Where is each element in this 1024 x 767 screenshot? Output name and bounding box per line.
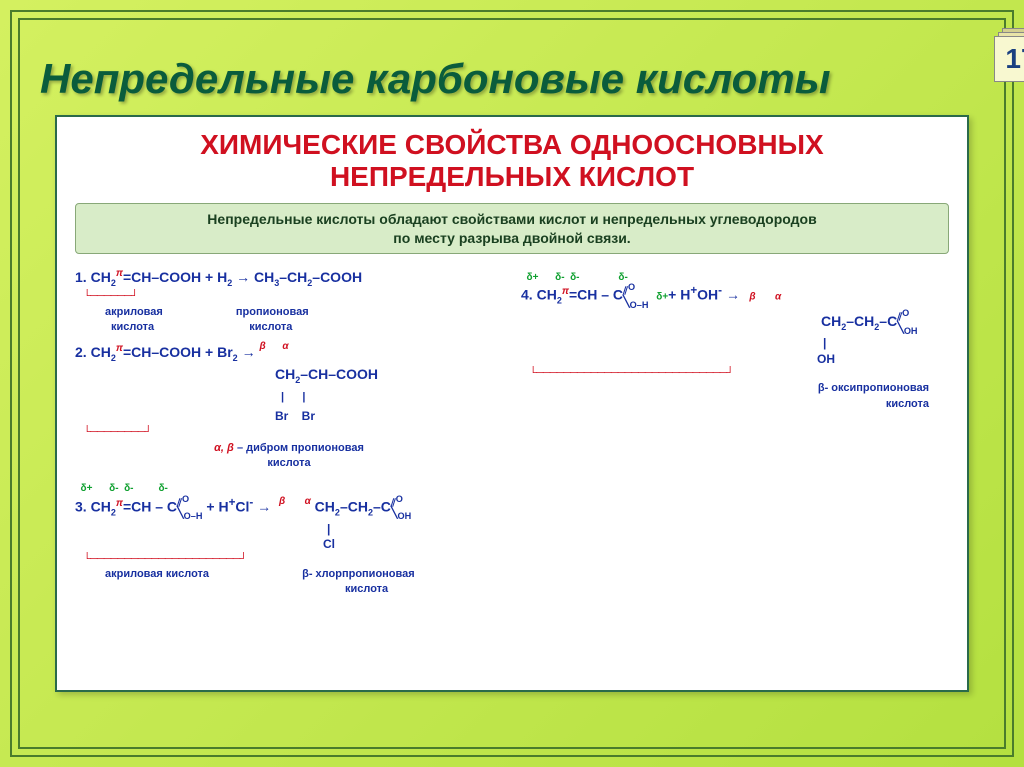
- r1-name1: акриловая: [105, 305, 163, 320]
- r3-num: 3.: [75, 499, 87, 515]
- r3-bracket: └──────────────────────┘: [75, 552, 949, 567]
- r2-name-b: кислота: [267, 457, 310, 469]
- r1-bracket: └──────┘: [75, 289, 503, 304]
- r4-num: 4.: [521, 287, 533, 303]
- content-panel: ХИМИЧЕСКИЕ СВОЙСТВА ОДНООСНОВНЫХ НЕПРЕДЕ…: [55, 115, 969, 692]
- r1-num: 1.: [75, 269, 87, 285]
- reaction-1-formula: 1. CH2π=CH–COOH + H2 → CH3–CH2–COOH: [75, 268, 503, 289]
- r4-name: β- оксипропионовая: [818, 382, 929, 394]
- note-line1: Непредельные кислоты обладают свойствами…: [86, 210, 938, 228]
- reaction-3: δ+ δ- δ- δ- 3. CH2π=CH – C⫽O╲O–H + H+Cl-…: [75, 479, 949, 597]
- r3-labels: акриловая кислота β- хлорпропионовая кис…: [75, 567, 949, 598]
- r3-right-name-b: кислота: [345, 583, 388, 595]
- r2-bracket: └────────┘: [75, 425, 503, 440]
- r4-bracket: └────────────────────────────┘: [521, 366, 949, 381]
- r3-right-name: β- хлорпропионовая: [302, 568, 415, 580]
- r3-left-name: акриловая кислота: [105, 568, 209, 580]
- r1-name2: пропионовая: [236, 305, 309, 320]
- page-number: 17: [1005, 43, 1024, 75]
- r4-name-b: кислота: [886, 398, 929, 410]
- reaction-3-formula: δ+ δ- δ- δ- 3. CH2π=CH – C⫽O╲O–H + H+Cl-…: [75, 479, 949, 551]
- reaction-2-formula: 2. CH2π=CH–COOH + Br2 → β α CH2–CH–COOH …: [75, 343, 503, 425]
- r1-name1b: кислота: [111, 320, 154, 335]
- slide-title: Непредельные карбоновые кислоты: [40, 55, 831, 103]
- r1-labels: акриловая пропионовая кислота кислота: [75, 305, 503, 336]
- r1-name2b: кислота: [249, 320, 292, 335]
- note-line2: по месту разрыва двойной связи.: [86, 229, 938, 247]
- reaction-4: δ+ δ- δ- δ- 4. CH2π=CH – C⫽O╲O–H δ++ H+O…: [521, 268, 949, 472]
- reactions-grid: 1. CH2π=CH–COOH + H2 → CH3–CH2–COOH └───…: [75, 268, 949, 606]
- reaction-2: 2. CH2π=CH–COOH + Br2 → β α CH2–CH–COOH …: [75, 343, 503, 471]
- r4-labels: β- оксипропионовая кислота: [521, 381, 929, 412]
- reaction-1: 1. CH2π=CH–COOH + H2 → CH3–CH2–COOH └───…: [75, 268, 503, 336]
- panel-title-line2: НЕПРЕДЕЛЬНЫХ КИСЛОТ: [75, 161, 949, 193]
- badge-layer-front: 17: [994, 36, 1024, 82]
- r2-labels: α, β α, β – дибром пропионовая– дибром п…: [75, 441, 503, 472]
- panel-title-line1: ХИМИЧЕСКИЕ СВОЙСТВА ОДНООСНОВНЫХ: [75, 129, 949, 161]
- panel-title: ХИМИЧЕСКИЕ СВОЙСТВА ОДНООСНОВНЫХ НЕПРЕДЕ…: [75, 129, 949, 193]
- r2-num: 2.: [75, 344, 87, 360]
- note-bar: Непредельные кислоты обладают свойствами…: [75, 203, 949, 253]
- reaction-4-formula: δ+ δ- δ- δ- 4. CH2π=CH – C⫽O╲O–H δ++ H+O…: [521, 268, 949, 366]
